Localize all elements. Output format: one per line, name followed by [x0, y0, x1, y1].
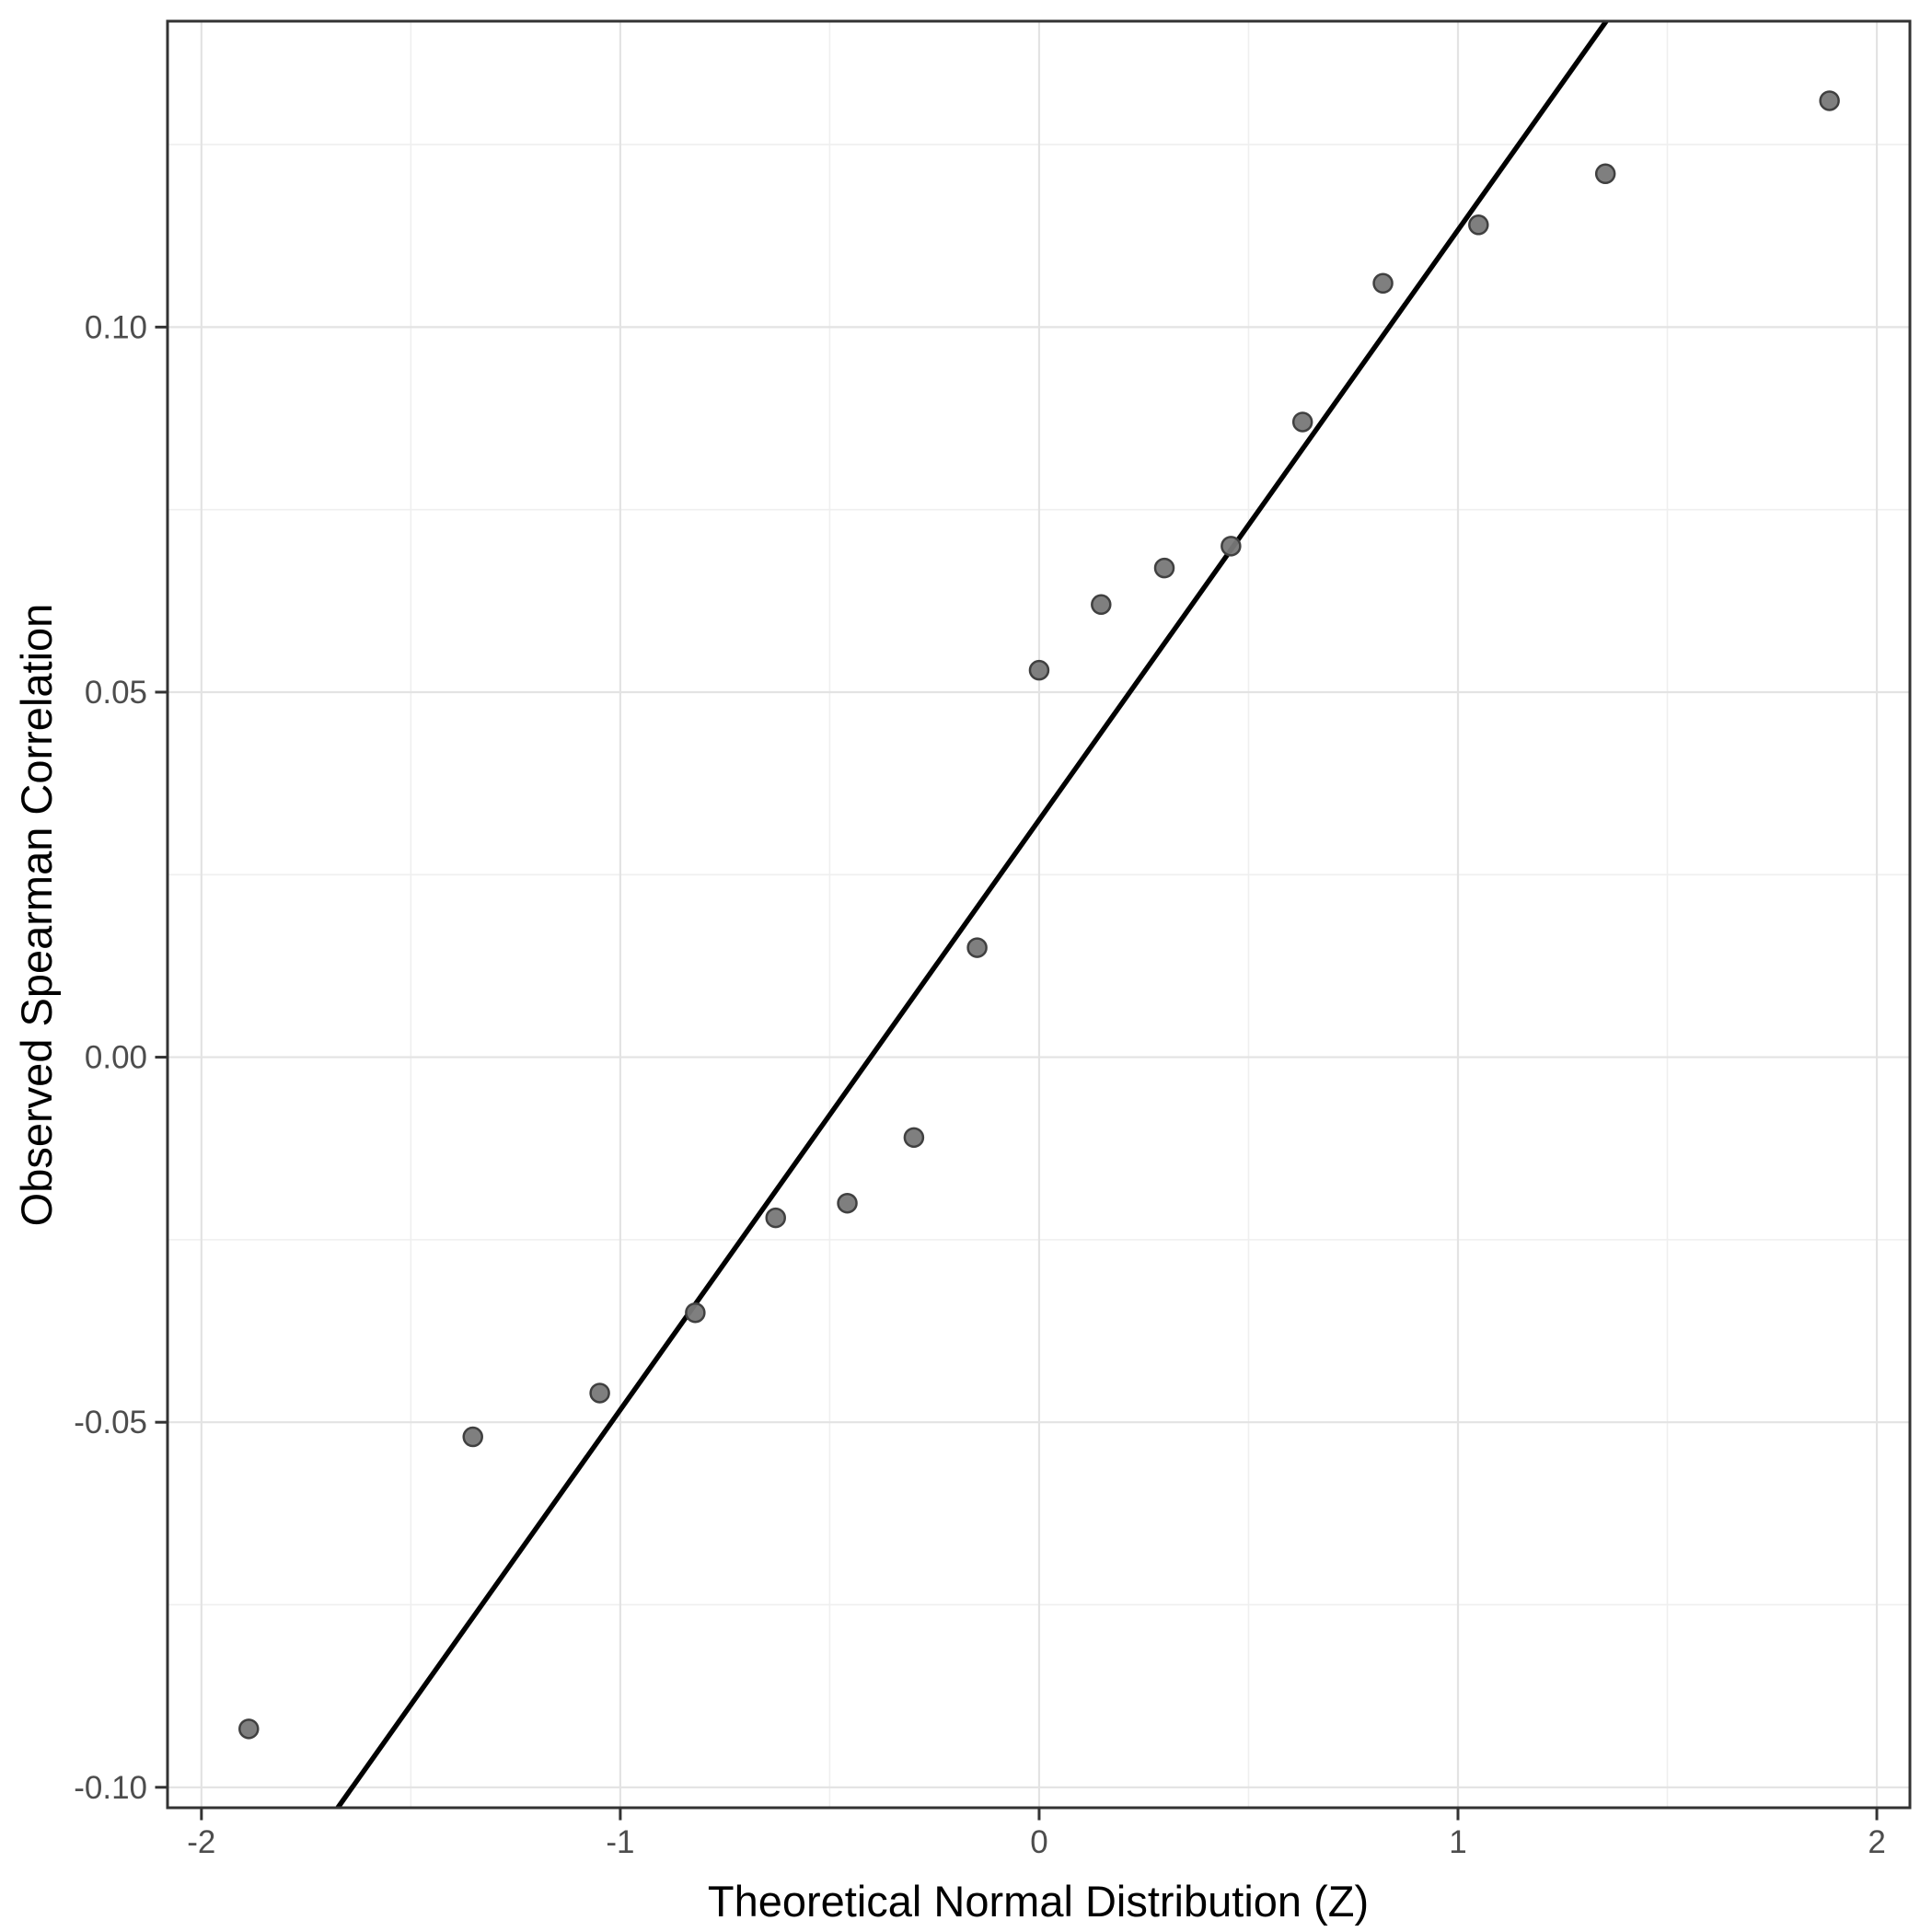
y-tick-label: -0.10 [74, 1770, 147, 1806]
data-point [1091, 594, 1112, 616]
x-axis-title: Theoretical Normal Distribution (Z) [708, 1877, 1369, 1926]
y-tick-label: 0.00 [85, 1040, 147, 1076]
data-point [966, 937, 988, 958]
data-point [1221, 536, 1242, 557]
data-point [462, 1426, 483, 1448]
y-axis-title: Observed Spearman Correlation [12, 604, 61, 1227]
data-point [1291, 411, 1313, 433]
data-point [589, 1382, 610, 1404]
x-tick-label: 1 [1449, 1824, 1466, 1860]
data-point [765, 1207, 786, 1229]
x-tick-label: -2 [187, 1824, 215, 1860]
data-point [1028, 659, 1050, 681]
panel-border [166, 19, 1912, 1810]
x-tick-label: 0 [1030, 1824, 1047, 1860]
y-tick-label: 0.10 [85, 309, 147, 345]
scatter-points-layer [238, 90, 1840, 1740]
data-point [1153, 557, 1175, 579]
data-point [1819, 90, 1840, 111]
y-tick-label: -0.05 [74, 1405, 147, 1440]
x-tick-label: -1 [606, 1824, 634, 1860]
data-point [685, 1301, 706, 1324]
data-point [1468, 214, 1489, 236]
x-tick-label: 2 [1868, 1824, 1885, 1860]
qq-reference-line [335, 19, 1609, 1810]
tick-labels-layer: -2 -1 0 1 2 0.10 0.05 0.00 -0.05 -0.10 [74, 309, 1886, 1860]
panel-border-layer [166, 19, 1912, 1810]
data-point [903, 1127, 925, 1149]
data-point [837, 1192, 858, 1214]
axis-ticks-layer [155, 325, 1879, 1821]
y-tick-label: 0.05 [85, 675, 147, 711]
data-point [238, 1718, 260, 1740]
data-point [1372, 272, 1394, 295]
reference-line-layer [335, 19, 1609, 1810]
grid-major-layer [168, 21, 1910, 1808]
data-point [1594, 163, 1616, 185]
